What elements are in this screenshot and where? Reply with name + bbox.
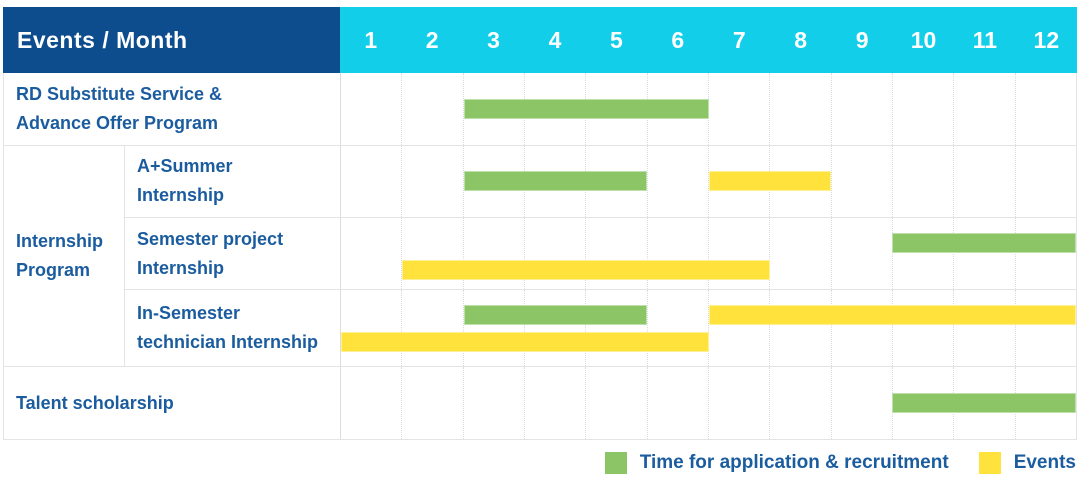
legend-item-events: Events xyxy=(978,452,1076,474)
month-header-cell-1: 1 xyxy=(364,26,378,53)
header-row: Events / Month 1 2 3 4 5 6 7 8 9 10 11 12 xyxy=(3,7,1077,73)
chart-cell-in-semester xyxy=(341,290,1076,366)
legend-swatch-yellow xyxy=(978,452,1001,474)
gantt-bar-green-m3-m5 xyxy=(463,305,648,326)
legend: Time for application & recruitment Event… xyxy=(604,452,1076,474)
row-semester-project: Semester project Internship xyxy=(125,217,1076,291)
month-gridlines xyxy=(341,217,1076,290)
gantt-table: Events / Month 1 2 3 4 5 6 7 8 9 10 11 12 RD Substi… xyxy=(3,7,1077,440)
month-gridlines xyxy=(341,290,1076,366)
month-header-cell-11: 11 xyxy=(972,26,998,53)
chart-cell-a-summer xyxy=(341,146,1076,217)
gantt-bar-yellow-m7-m8 xyxy=(708,171,831,192)
gantt-bar-green-m10-m12 xyxy=(892,232,1076,253)
month-header-cell-2: 2 xyxy=(425,26,439,53)
gantt-bar-green-m3-m5 xyxy=(463,171,648,192)
row-label-semester-project: Semester project Internship xyxy=(125,217,341,290)
legend-swatch-green xyxy=(604,452,627,474)
row-talent-scholarship: Talent scholarship xyxy=(4,367,1076,439)
month-header-cell-6: 6 xyxy=(671,26,685,53)
table-body: RD Substitute Service & Advance Offer Pr… xyxy=(3,73,1077,440)
month-header-cell-5: 5 xyxy=(610,26,623,53)
legend-label-recruitment: Time for application & recruitment xyxy=(639,452,949,473)
row-label-a-summer: A+Summer Internship xyxy=(125,146,341,217)
month-header-cell-12: 12 xyxy=(1033,26,1060,53)
chart-cell-semester-project xyxy=(341,217,1076,290)
row-in-semester: In-Semester technician Internship xyxy=(125,290,1076,366)
month-header: 1 2 3 4 5 6 7 8 9 10 11 12 xyxy=(340,7,1077,73)
month-header-cell-8: 8 xyxy=(794,26,808,53)
gantt-bar-green-m10-m12 xyxy=(892,393,1076,413)
legend-label-events: Events xyxy=(1013,452,1076,473)
gantt-bar-yellow-m2-m7 xyxy=(402,259,770,280)
month-header-cell-3: 3 xyxy=(487,26,500,53)
chart-cell-rd-substitute xyxy=(341,73,1076,145)
chart-cell-talent-scholarship xyxy=(341,367,1076,439)
group-label-internship-program: Internship Program xyxy=(4,146,125,366)
gantt-bar-yellow-m7-m12 xyxy=(708,305,1076,326)
row-rd-substitute: RD Substitute Service & Advance Offer Pr… xyxy=(4,73,1076,146)
month-header-cell-4: 4 xyxy=(548,26,562,53)
month-gridlines xyxy=(341,73,1076,145)
row-a-summer: A+Summer Internship xyxy=(125,146,1076,218)
month-header-cell-10: 10 xyxy=(910,26,937,53)
internship-subrows: A+Summer Internship Semester project Int… xyxy=(125,146,1076,366)
row-label-in-semester: In-Semester technician Internship xyxy=(125,290,341,366)
row-group-internship: Internship Program A+Summer Internship S… xyxy=(4,146,1076,367)
legend-item-recruitment: Time for application & recruitment xyxy=(604,452,949,474)
events-month-header: Events / Month xyxy=(3,7,340,73)
gantt-bar-green-m3-m6 xyxy=(463,99,709,119)
row-label-talent-scholarship: Talent scholarship xyxy=(4,367,341,439)
month-header-cell-7: 7 xyxy=(732,26,746,53)
row-label-rd-substitute: RD Substitute Service & Advance Offer Pr… xyxy=(4,73,341,145)
month-header-cell-9: 9 xyxy=(855,26,869,53)
gantt-bar-yellow-m1-m6 xyxy=(341,332,709,353)
